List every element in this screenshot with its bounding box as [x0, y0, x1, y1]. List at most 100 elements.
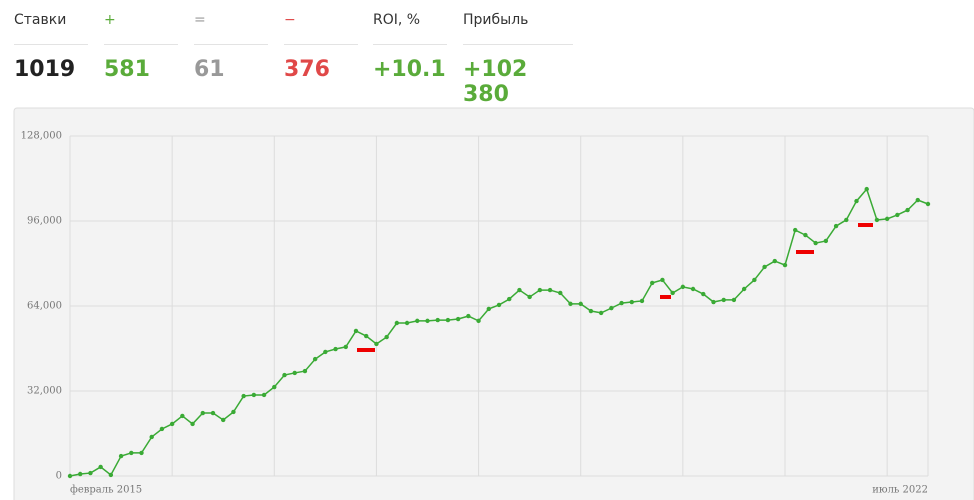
stat-value: 581	[104, 57, 150, 82]
point	[272, 384, 277, 390]
point	[598, 310, 604, 316]
point	[864, 186, 869, 192]
stat: Ставки 1019	[14, 12, 88, 82]
point	[374, 341, 379, 347]
point	[823, 238, 829, 244]
point	[108, 472, 114, 478]
point	[486, 306, 491, 312]
point	[98, 464, 103, 470]
point	[200, 410, 205, 416]
point	[445, 317, 451, 323]
point	[844, 217, 849, 223]
point	[731, 297, 737, 303]
point	[67, 473, 73, 479]
point	[568, 301, 573, 307]
point	[129, 450, 134, 456]
point	[558, 290, 563, 296]
stat: +581	[104, 12, 178, 82]
point	[496, 302, 502, 308]
point	[241, 393, 246, 399]
point	[169, 421, 175, 427]
point	[588, 308, 594, 314]
point	[149, 434, 154, 440]
x-tick-label: февраль 2015	[70, 485, 142, 496]
point	[292, 370, 297, 376]
point	[159, 426, 165, 432]
point	[670, 290, 675, 296]
stat: − 376	[284, 12, 358, 82]
point	[925, 201, 931, 207]
point	[476, 318, 481, 324]
point	[803, 232, 808, 238]
stat-value: +10.1	[373, 57, 446, 82]
point	[547, 287, 553, 293]
stat-value: +102 380	[463, 57, 528, 107]
point	[384, 334, 389, 340]
point	[180, 413, 185, 419]
point	[537, 287, 543, 293]
point	[915, 197, 920, 203]
point	[874, 217, 880, 223]
chart-markers	[357, 223, 873, 352]
point	[221, 417, 226, 423]
point	[527, 294, 532, 300]
point	[721, 297, 726, 303]
point	[619, 300, 624, 306]
point	[772, 258, 777, 264]
point	[884, 216, 890, 222]
point	[762, 264, 767, 270]
point	[251, 392, 257, 398]
point	[782, 262, 788, 268]
chart-panel	[13, 107, 974, 500]
point	[578, 301, 583, 307]
point	[312, 356, 318, 362]
stat: Прибыль +102 380	[463, 12, 573, 107]
x-tick-label: июль 2022	[872, 485, 928, 496]
stat-value: 61	[194, 57, 225, 82]
point	[680, 284, 686, 290]
point	[364, 333, 369, 339]
point	[905, 207, 910, 213]
point	[639, 298, 645, 304]
point	[813, 240, 818, 246]
point	[333, 346, 338, 352]
point	[302, 368, 308, 374]
stat-label: ROI, %	[373, 12, 447, 45]
point	[78, 471, 83, 477]
point	[895, 212, 900, 218]
point	[517, 287, 522, 293]
point	[833, 223, 839, 229]
point	[190, 421, 195, 427]
y-tick-label: 96,000	[27, 216, 62, 227]
point	[394, 320, 400, 326]
point	[466, 313, 471, 319]
stat-value: 376	[284, 57, 330, 82]
point	[139, 450, 144, 456]
point	[690, 286, 696, 292]
y-tick-label: 128,000	[21, 131, 62, 142]
point	[711, 299, 716, 305]
point	[793, 227, 798, 233]
point	[629, 299, 634, 305]
point	[88, 470, 93, 476]
y-tick-label: 32,000	[27, 386, 62, 397]
point	[118, 453, 124, 459]
point	[854, 198, 859, 204]
point	[415, 318, 420, 324]
point	[752, 277, 757, 283]
point	[261, 392, 267, 398]
point	[741, 286, 747, 292]
y-tick-label: 0	[56, 471, 62, 482]
stat-value: 1019	[14, 57, 76, 82]
stat-label: =	[194, 12, 268, 45]
point	[507, 296, 512, 302]
point	[323, 349, 328, 355]
point	[210, 410, 216, 416]
point	[425, 318, 430, 324]
point	[609, 305, 614, 311]
stat-label: −	[284, 12, 358, 45]
point	[435, 317, 440, 323]
y-tick-label: 64,000	[27, 301, 62, 312]
point	[231, 409, 236, 415]
